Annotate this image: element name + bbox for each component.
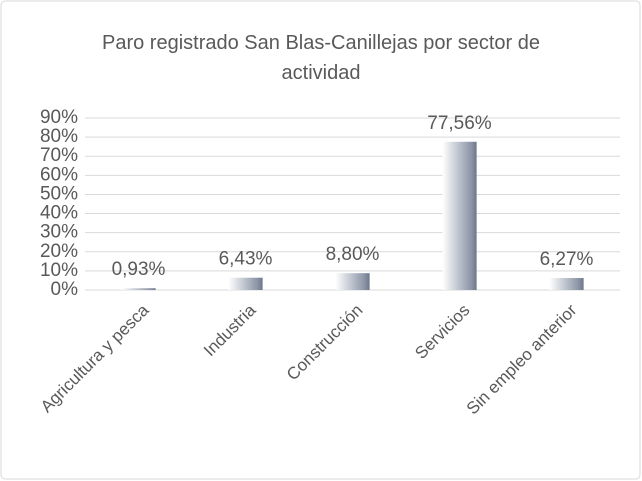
data-label: 8,80% bbox=[326, 244, 380, 265]
data-label: 6,43% bbox=[219, 249, 273, 270]
data-label: 77,56% bbox=[427, 113, 492, 134]
y-tick-label: 60% bbox=[40, 164, 78, 185]
y-tick-label: 20% bbox=[40, 241, 78, 262]
y-tick-label: 90% bbox=[40, 107, 78, 128]
bar bbox=[549, 278, 584, 290]
y-tick-label: 10% bbox=[40, 260, 78, 281]
y-tick-label: 40% bbox=[40, 203, 78, 224]
bar bbox=[442, 141, 477, 290]
chart-title: Paro registrado San Blas-Canillejas por … bbox=[102, 32, 540, 84]
bar bbox=[228, 277, 263, 290]
y-tick-label: 30% bbox=[40, 222, 78, 243]
y-tick-label: 80% bbox=[40, 126, 78, 147]
bar bbox=[335, 273, 370, 290]
y-tick-label: 70% bbox=[40, 145, 78, 166]
bar bbox=[121, 288, 156, 290]
data-label: 6,27% bbox=[540, 249, 594, 270]
y-tick-label: 50% bbox=[40, 183, 78, 204]
y-tick-label: 0% bbox=[51, 279, 79, 300]
data-label: 0,93% bbox=[112, 259, 166, 280]
